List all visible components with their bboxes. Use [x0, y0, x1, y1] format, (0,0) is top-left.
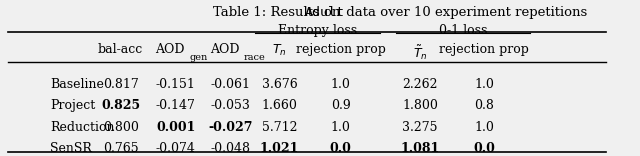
Text: 2.262: 2.262 [403, 78, 438, 91]
Text: $T_n$: $T_n$ [272, 43, 287, 58]
Text: Table 1: Results on: Table 1: Results on [214, 6, 345, 19]
Text: 5.712: 5.712 [262, 121, 297, 134]
Text: -0.151: -0.151 [156, 78, 195, 91]
Text: rejection prop: rejection prop [439, 43, 529, 56]
Text: Entropy loss: Entropy loss [278, 24, 357, 37]
Text: -0.061: -0.061 [211, 78, 251, 91]
Text: 0.0: 0.0 [474, 142, 495, 155]
Text: 3.676: 3.676 [262, 78, 298, 91]
Text: 0.0: 0.0 [330, 142, 351, 155]
Text: rejection prop: rejection prop [296, 43, 385, 56]
Text: Adult: Adult [305, 6, 345, 19]
Text: 1.660: 1.660 [262, 99, 298, 112]
Text: 0.765: 0.765 [103, 142, 138, 155]
Text: AOD: AOD [155, 43, 184, 56]
Text: 0.825: 0.825 [101, 99, 140, 112]
Text: bal-acc: bal-acc [98, 43, 143, 56]
Text: 3.275: 3.275 [403, 121, 438, 134]
Text: 1.081: 1.081 [401, 142, 440, 155]
Text: gen: gen [189, 53, 207, 62]
Text: -0.027: -0.027 [209, 121, 253, 134]
Text: Project: Project [51, 99, 95, 112]
Text: -0.048: -0.048 [211, 142, 251, 155]
Text: SenSR: SenSR [51, 142, 92, 155]
Text: -0.074: -0.074 [156, 142, 195, 155]
Text: 0.001: 0.001 [156, 121, 195, 134]
Text: Reduction: Reduction [51, 121, 115, 134]
Text: 1.0: 1.0 [474, 121, 494, 134]
Text: 0.800: 0.800 [102, 121, 138, 134]
Text: 1.800: 1.800 [402, 99, 438, 112]
Text: Baseline: Baseline [51, 78, 104, 91]
Text: 1.0: 1.0 [474, 78, 494, 91]
Text: -0.147: -0.147 [156, 99, 195, 112]
Text: race: race [244, 53, 266, 62]
Text: data over 10 experiment repetitions: data over 10 experiment repetitions [342, 6, 588, 19]
Text: 1.0: 1.0 [331, 121, 351, 134]
Text: $\tilde{T}_n$: $\tilde{T}_n$ [413, 43, 428, 62]
Text: 1.0: 1.0 [331, 78, 351, 91]
Text: 0.8: 0.8 [474, 99, 494, 112]
Text: AOD: AOD [210, 43, 239, 56]
Text: 0.817: 0.817 [102, 78, 138, 91]
Text: 0-1 loss: 0-1 loss [438, 24, 487, 37]
Text: 0.9: 0.9 [331, 99, 351, 112]
Text: -0.053: -0.053 [211, 99, 250, 112]
Text: 1.021: 1.021 [260, 142, 299, 155]
